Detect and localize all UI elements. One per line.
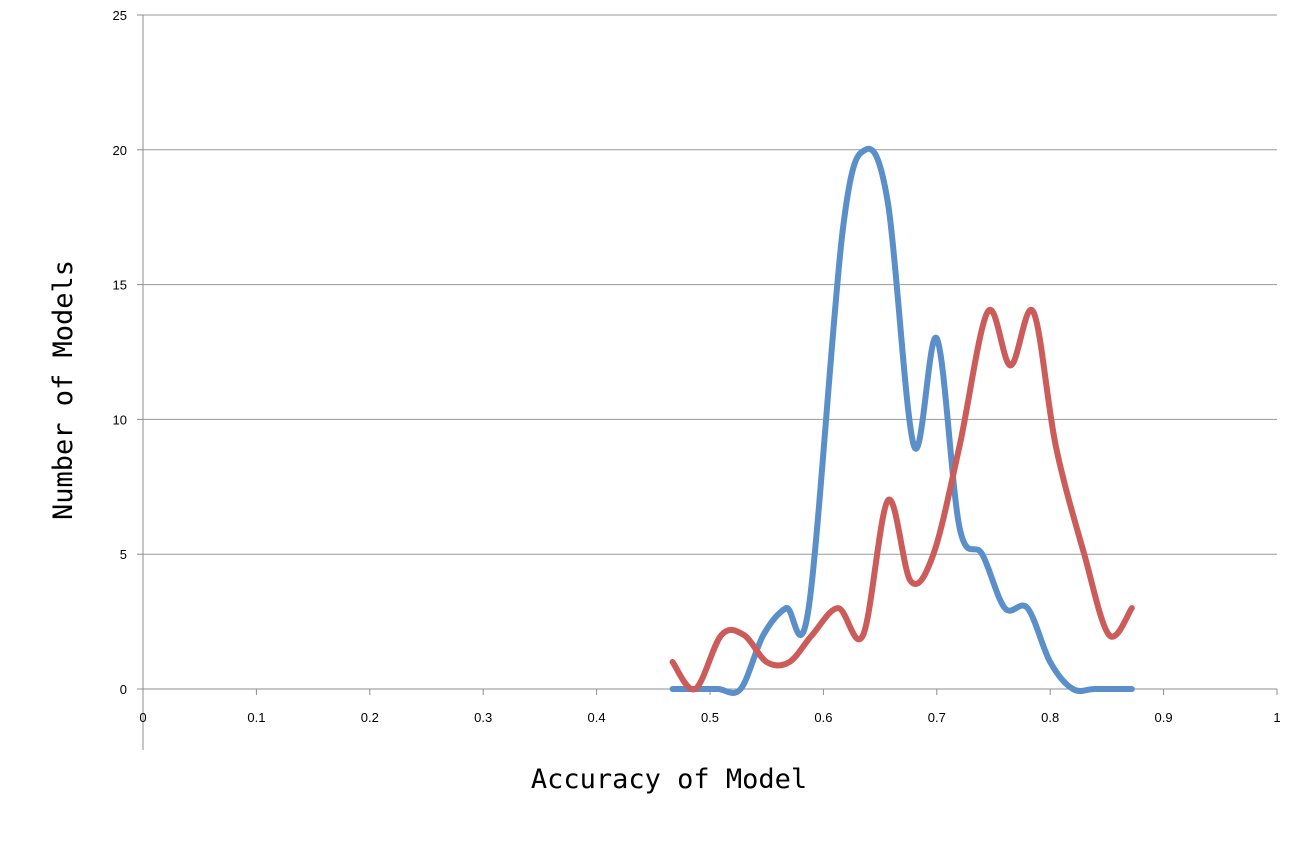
x-tick-label: 0.5 [701,710,719,725]
y-tick-label: 10 [113,412,127,427]
y-tick-label: 20 [113,143,127,158]
x-tick-label: 0.7 [928,710,946,725]
x-tick-label: 0 [139,710,146,725]
x-tick-label: 0.9 [1155,710,1173,725]
x-tick-label: 0.1 [247,710,265,725]
y-tick-labels: 0 5 10 15 20 25 [113,8,127,697]
x-tick-label: 0.2 [361,710,379,725]
x-tick-label: 0.6 [814,710,832,725]
axes [137,14,1278,750]
x-axis-title: Accuracy of Model [531,764,807,795]
x-tick-label: 0.4 [588,710,606,725]
series-line-1 [669,145,1135,696]
y-tick-label: 0 [120,682,127,697]
x-tick-label: 0.8 [1041,710,1059,725]
y-tick-label: 15 [113,278,127,293]
series-line-2 [669,306,1135,693]
grid-lines [143,14,1277,555]
y-tick-label: 5 [120,547,127,562]
y-axis-title: Number of Models [48,260,79,520]
y-tick-label: 25 [113,8,127,23]
x-tick-label: 1 [1273,710,1280,725]
x-tick-label: 0.3 [474,710,492,725]
series-lines [669,145,1135,696]
x-tick-labels: 0 0.1 0.2 0.3 0.4 0.5 0.6 0.7 0.8 0.9 1 [139,710,1280,725]
